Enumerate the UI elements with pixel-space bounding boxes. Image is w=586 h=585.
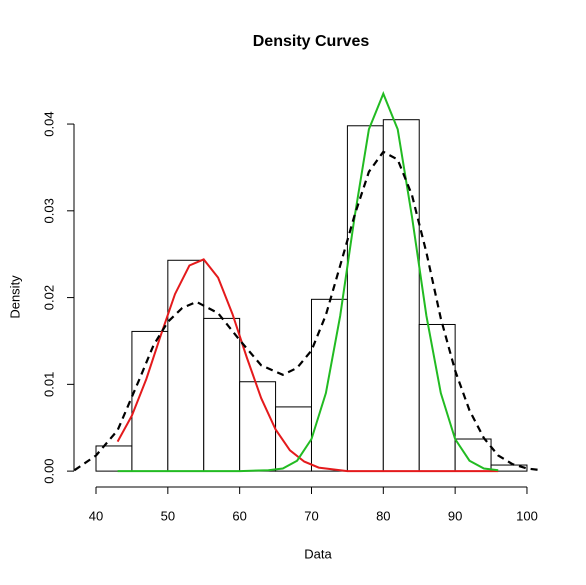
- histogram-bar: [418, 323, 456, 472]
- histogram-bar: [454, 438, 492, 472]
- histogram-bar: [95, 445, 133, 472]
- y-tick-label: 0.01: [41, 372, 56, 397]
- y-tick-label: 0.00: [41, 458, 56, 483]
- x-tick-label: 100: [516, 508, 538, 523]
- histogram-bar: [382, 119, 420, 472]
- histogram-bar: [310, 298, 348, 472]
- histogram-bar: [167, 259, 205, 472]
- y-tick-label: 0.03: [41, 198, 56, 223]
- y-tick-label: 0.02: [41, 285, 56, 310]
- density-curve: [117, 91, 499, 473]
- x-tick-label: 90: [448, 508, 462, 523]
- x-tick-label: 80: [376, 508, 390, 523]
- density-curve: [116, 258, 499, 473]
- histogram-bar: [490, 464, 528, 472]
- chart-title: Density Curves: [253, 33, 370, 50]
- density-curve: [73, 150, 542, 472]
- x-tick-label: 50: [161, 508, 175, 523]
- y-tick-label: 0.04: [41, 111, 56, 136]
- histogram-bar: [346, 125, 384, 472]
- histogram-bar: [239, 381, 277, 472]
- y-axis-label: Density: [7, 275, 22, 319]
- x-tick-label: 70: [304, 508, 318, 523]
- histogram-bar: [203, 317, 241, 472]
- x-tick-label: 40: [89, 508, 103, 523]
- x-axis-label: Data: [304, 546, 332, 561]
- x-tick-label: 60: [232, 508, 246, 523]
